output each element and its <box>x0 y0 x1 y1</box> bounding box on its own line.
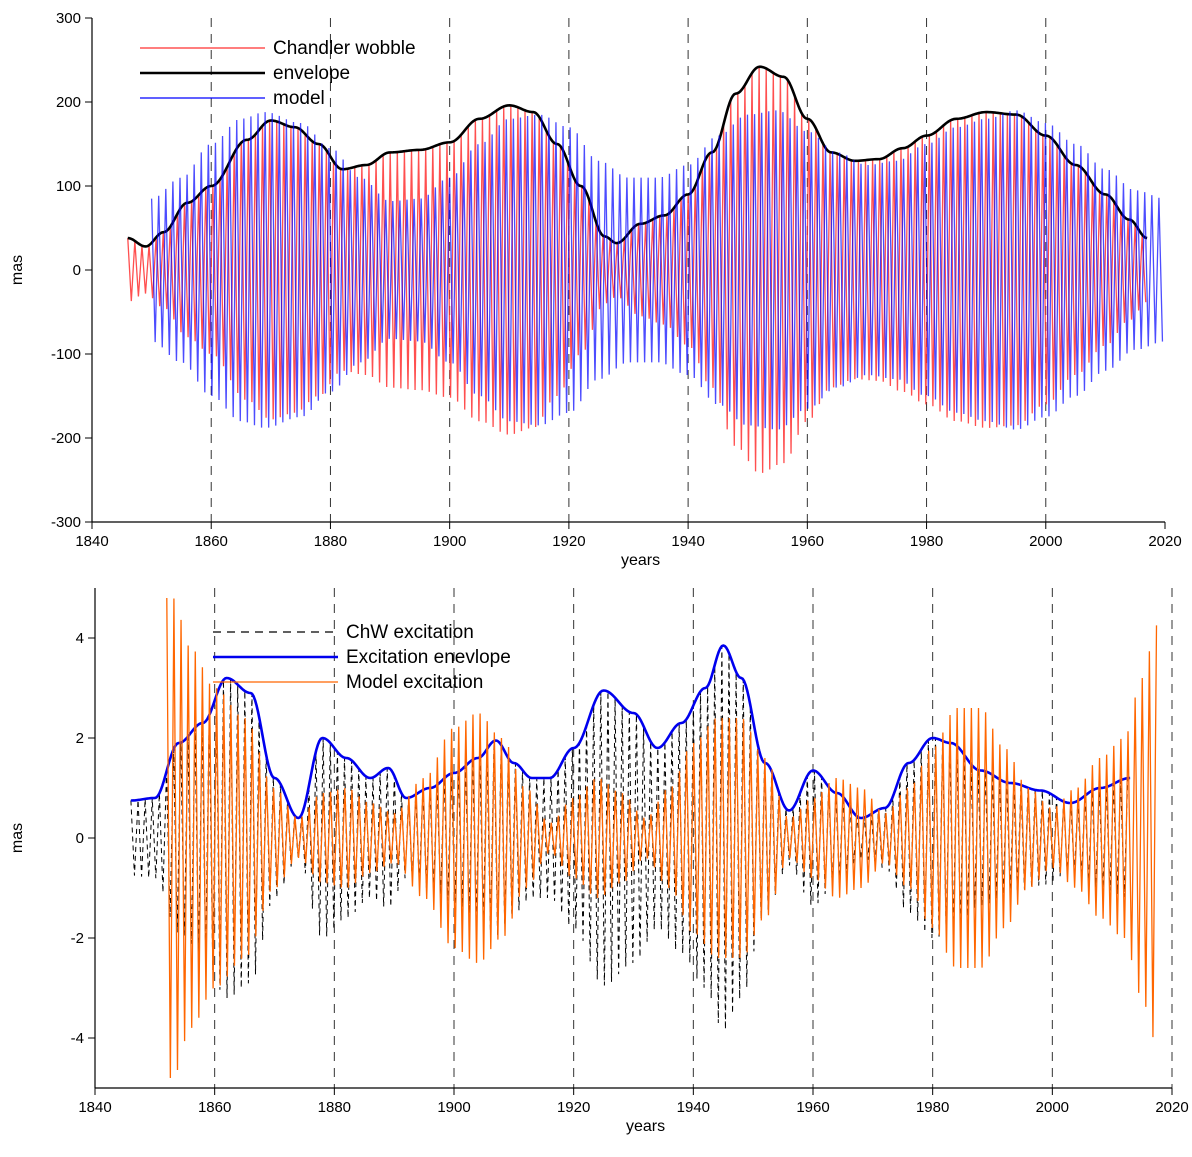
y-tick-label: -4 <box>71 1030 84 1047</box>
y-tick-label: -100 <box>51 346 81 363</box>
y-tick-label: 300 <box>56 10 81 27</box>
x-tick-label: 1980 <box>916 1099 949 1116</box>
x-ticks: 1840 1860 1880 1900 1920 1940 1960 1980 2000 2020 <box>78 1088 1189 1116</box>
y-tick-label: 0 <box>76 830 84 847</box>
chart-panel-2: 1840 1860 1880 1900 1920 1940 1960 1980 2000 2020… <box>9 588 1189 1135</box>
vertical-gridlines <box>210 18 1047 522</box>
x-tick-label: 1880 <box>314 533 347 550</box>
x-tick-label: 2000 <box>1029 533 1062 550</box>
series-line <box>127 65 1148 248</box>
legend-label: Excitation enevlope <box>346 647 511 668</box>
y-tick-label: -200 <box>51 430 81 447</box>
x-tick-label: 1960 <box>796 1099 829 1116</box>
legend-label: Model excitation <box>346 672 483 693</box>
x-axis-label: years <box>621 552 660 569</box>
y-tick-label: 0 <box>73 262 81 279</box>
y-tick-label: 100 <box>56 178 81 195</box>
y-ticks: -300 -200 -100 0 100 200 300 <box>51 10 92 531</box>
x-tick-label: 1900 <box>433 533 466 550</box>
legend-label: model <box>273 88 325 109</box>
series-oscillation <box>166 597 1158 1079</box>
x-tick-label: 1940 <box>671 533 704 550</box>
x-tick-label: 1960 <box>791 533 824 550</box>
y-axis-label: mas <box>9 255 26 285</box>
x-tick-label: 2000 <box>1036 1099 1069 1116</box>
legend-label: ChW excitation <box>346 622 474 643</box>
x-tick-label: 2020 <box>1148 533 1181 550</box>
x-tick-label: 1840 <box>75 533 108 550</box>
x-tick-label: 1880 <box>318 1099 351 1116</box>
series-oscillation <box>130 646 1129 1030</box>
x-tick-label: 1900 <box>437 1099 470 1116</box>
y-tick-label: 4 <box>76 630 84 647</box>
series-oscillation <box>127 66 1147 473</box>
series-group <box>127 65 1164 473</box>
y-tick-label: -2 <box>71 930 84 947</box>
legend: ChW excitation Excitation enevlope Model e… <box>213 622 511 693</box>
y-tick-label: 200 <box>56 94 81 111</box>
chart-panel-1: 1840 1860 1880 1900 1920 1940 1960 1980 2000 2020… <box>9 10 1182 569</box>
y-axis-label: mas <box>9 823 26 853</box>
x-tick-label: 1840 <box>78 1099 111 1116</box>
series-group <box>130 597 1158 1079</box>
x-tick-label: 1920 <box>552 533 585 550</box>
y-ticks: -4 -2 0 2 4 <box>71 630 95 1047</box>
x-tick-label: 1940 <box>677 1099 710 1116</box>
x-axis-label: years <box>626 1118 665 1135</box>
series-oscillation <box>150 110 1164 430</box>
x-tick-label: 1920 <box>557 1099 590 1116</box>
x-ticks: 1840 1860 1880 1900 1920 1940 1960 1980 2000 2020 <box>75 522 1182 550</box>
legend-label: envelope <box>273 63 350 84</box>
legend-label: Chandler wobble <box>273 38 416 59</box>
legend: Chandler wobble envelope model <box>140 38 416 109</box>
y-tick-label: 2 <box>76 730 84 747</box>
x-tick-label: 2020 <box>1155 1099 1188 1116</box>
vertical-gridlines <box>94 588 1173 1088</box>
x-tick-label: 1860 <box>198 1099 231 1116</box>
y-tick-label: -300 <box>51 514 81 531</box>
x-tick-label: 1860 <box>195 533 228 550</box>
x-tick-label: 1980 <box>910 533 943 550</box>
